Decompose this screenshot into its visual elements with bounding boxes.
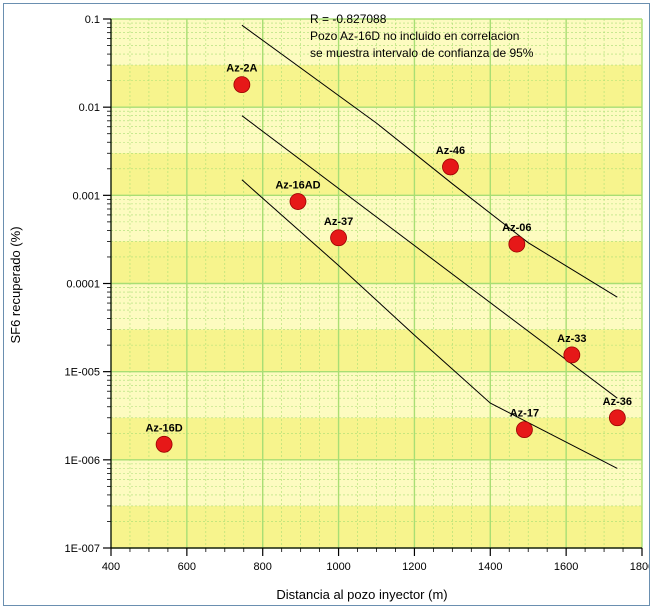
annotation-r-value: R = -0.827088: [310, 12, 387, 26]
x-tick-label: 400: [102, 561, 120, 573]
regression-lines: [241, 24, 618, 469]
y-tick-label: 0.0001: [66, 279, 100, 291]
annotation-confidence-note: se muestra intervalo de confianza de 95%: [310, 46, 534, 60]
y-tick-label: 1E-007: [65, 543, 100, 555]
annotation-exclusion-note: Pozo Az-16D no incluido en correlacion: [310, 29, 519, 43]
y-tick-label: 0.01: [79, 102, 100, 114]
x-axis-label: Distancia al pozo inyector (m): [276, 587, 447, 602]
data-point-label: Az-46: [436, 145, 465, 157]
data-point: [289, 193, 307, 210]
x-tick-label: 800: [254, 561, 272, 573]
data-point: [330, 229, 347, 247]
scatter-chart: Az-2A Az-16AD Az-37 Az-46 Az-06 Az-33 Az-36 Az-…: [8, 12, 655, 602]
y-tick-label: 0.1: [85, 14, 100, 26]
chart-frame: Az-2A Az-16AD Az-37 Az-46 Az-06 Az-33 Az-36 Az-…: [3, 3, 655, 606]
x-tick-label: 1200: [402, 561, 426, 573]
data-point: [608, 409, 626, 427]
data-point: [155, 435, 173, 453]
data-point-label: Az-37: [324, 216, 353, 228]
data-point: [442, 158, 459, 176]
confidence-upper-line: [241, 24, 618, 298]
y-tick-label: 1E-005: [65, 367, 100, 379]
y-axis-label: SF6 recuperado (%): [8, 226, 23, 343]
data-point-label: Az-16D: [145, 422, 182, 434]
x-tick-label: 1000: [326, 561, 350, 573]
annotations: R = -0.827088 Pozo Az-16D no incluido en…: [310, 12, 534, 60]
y-tick-label: 1E-006: [65, 455, 100, 467]
data-point-label: Az-16AD: [275, 180, 320, 192]
data-points: Az-2A Az-16AD Az-37 Az-46 Az-06 Az-33 Az-36 Az-…: [145, 63, 632, 453]
x-tick-label: 1600: [554, 561, 578, 573]
x-tick-label: 1800: [630, 561, 649, 573]
data-point-label: Az-06: [502, 222, 531, 234]
regression-line: [241, 115, 618, 399]
x-tick-label: 600: [178, 561, 196, 573]
data-point-label: Az-17: [510, 408, 539, 420]
x-tick-label: 1400: [478, 561, 502, 573]
data-point: [233, 76, 251, 94]
data-point: [508, 235, 526, 253]
y-tick-label: 0.001: [72, 190, 100, 202]
data-point-label: Az-36: [603, 396, 632, 408]
data-point-label: Az-33: [557, 333, 586, 345]
data-point: [516, 421, 533, 439]
data-point: [563, 346, 581, 364]
confidence-lower-line: [241, 179, 618, 469]
data-point-label: Az-2A: [226, 63, 257, 75]
